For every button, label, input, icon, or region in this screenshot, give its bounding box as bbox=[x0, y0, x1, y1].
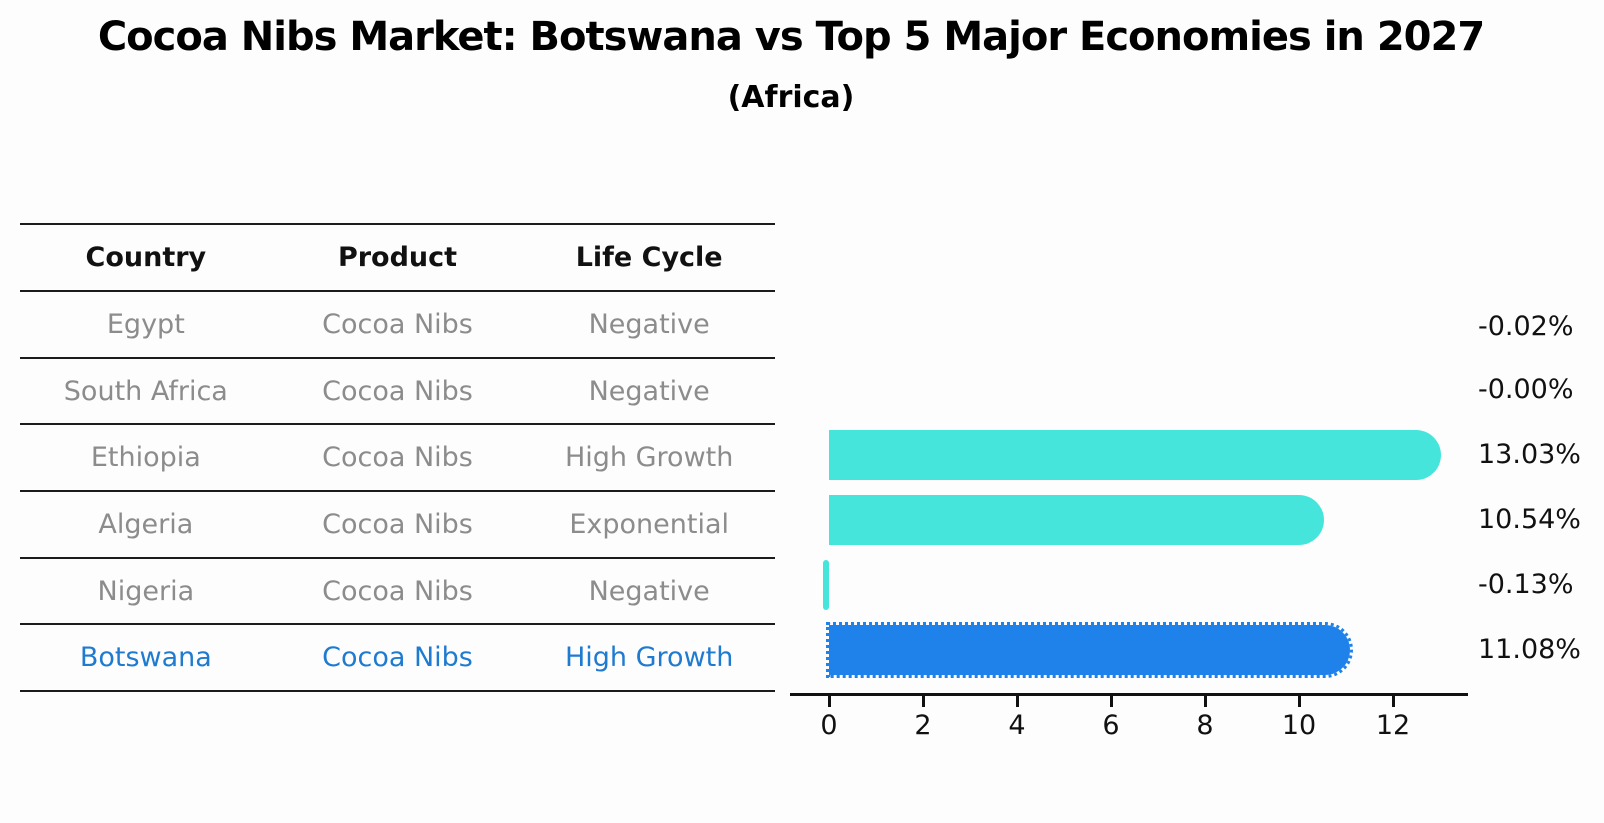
table-row-ethiopia: Ethiopia Cocoa Nibs High Growth bbox=[20, 425, 775, 489]
life-cycle-cell: Negative bbox=[588, 308, 710, 340]
x-axis-tick-label: 2 bbox=[914, 710, 932, 741]
table-row-algeria: Algeria Cocoa Nibs Exponential bbox=[20, 492, 775, 556]
x-axis-tick bbox=[1392, 696, 1395, 707]
table-border-line bbox=[20, 690, 775, 692]
x-axis-tick bbox=[1110, 696, 1113, 707]
x-axis-tick-label: 10 bbox=[1281, 710, 1317, 741]
life-cycle-cell: Negative bbox=[588, 575, 710, 607]
country-cell: Ethiopia bbox=[90, 441, 201, 473]
life-cycle-cell: High Growth bbox=[564, 641, 734, 673]
bar-value-label: -0.13% bbox=[1478, 569, 1574, 600]
bar-value-label: 10.54% bbox=[1478, 504, 1581, 535]
table-border-line bbox=[20, 290, 775, 292]
life-cycle-cell: High Growth bbox=[564, 441, 734, 473]
bar-value-label: -0.02% bbox=[1478, 311, 1574, 342]
product-cell: Cocoa Nibs bbox=[322, 375, 473, 407]
x-axis-tick bbox=[1298, 696, 1301, 707]
country-cell: Botswana bbox=[79, 641, 212, 673]
bar-nigeria bbox=[822, 560, 829, 610]
table-border-line bbox=[20, 557, 775, 559]
table-row-egypt: Egypt Cocoa Nibs Negative bbox=[20, 292, 775, 356]
x-axis-tick-label: 0 bbox=[820, 710, 838, 741]
product-cell: Cocoa Nibs bbox=[322, 575, 473, 607]
x-axis-tick-label: 4 bbox=[1008, 710, 1026, 741]
bar-botswana bbox=[826, 622, 1353, 678]
bar-algeria bbox=[829, 495, 1325, 545]
table-border-line bbox=[20, 623, 775, 625]
page-subtitle: (Africa) bbox=[727, 80, 855, 115]
country-cell: Nigeria bbox=[97, 575, 195, 607]
column-header-country: Country bbox=[85, 241, 207, 273]
product-cell: Cocoa Nibs bbox=[322, 441, 473, 473]
life-cycle-cell: Exponential bbox=[569, 508, 730, 540]
x-axis-tick-label: 8 bbox=[1196, 710, 1214, 741]
x-axis-tick bbox=[1204, 696, 1207, 707]
country-cell: Algeria bbox=[98, 508, 194, 540]
table-header-row: Country Product Life Cycle bbox=[20, 225, 775, 289]
x-axis-tick bbox=[828, 696, 831, 707]
page-title: Cocoa Nibs Market: Botswana vs Top 5 Maj… bbox=[97, 14, 1485, 60]
table-row-nigeria: Nigeria Cocoa Nibs Negative bbox=[20, 559, 775, 623]
bar-value-label: -0.00% bbox=[1478, 374, 1574, 405]
bar-value-label: 11.08% bbox=[1478, 634, 1581, 665]
country-cell: Egypt bbox=[106, 308, 185, 340]
x-axis-tick bbox=[1016, 696, 1019, 707]
product-cell: Cocoa Nibs bbox=[322, 641, 473, 673]
country-cell: South Africa bbox=[63, 375, 228, 407]
table-border-line bbox=[20, 490, 775, 492]
column-header-product: Product bbox=[337, 241, 458, 273]
product-cell: Cocoa Nibs bbox=[322, 508, 473, 540]
bar-ethiopia bbox=[829, 430, 1442, 480]
bar-value-label: 13.03% bbox=[1478, 439, 1581, 470]
product-cell: Cocoa Nibs bbox=[322, 308, 473, 340]
x-axis bbox=[790, 693, 1468, 696]
x-axis-tick-label: 12 bbox=[1375, 710, 1411, 741]
column-header-life-cycle: Life Cycle bbox=[575, 241, 723, 273]
table-border-line bbox=[20, 423, 775, 425]
x-axis-tick bbox=[922, 696, 925, 707]
life-cycle-cell: Negative bbox=[588, 375, 710, 407]
table-row-south-africa: South Africa Cocoa Nibs Negative bbox=[20, 359, 775, 423]
x-axis-tick-label: 6 bbox=[1102, 710, 1120, 741]
table-row-botswana: Botswana Cocoa Nibs High Growth bbox=[20, 625, 775, 689]
table-border-line bbox=[20, 223, 775, 225]
table-border-line bbox=[20, 357, 775, 359]
